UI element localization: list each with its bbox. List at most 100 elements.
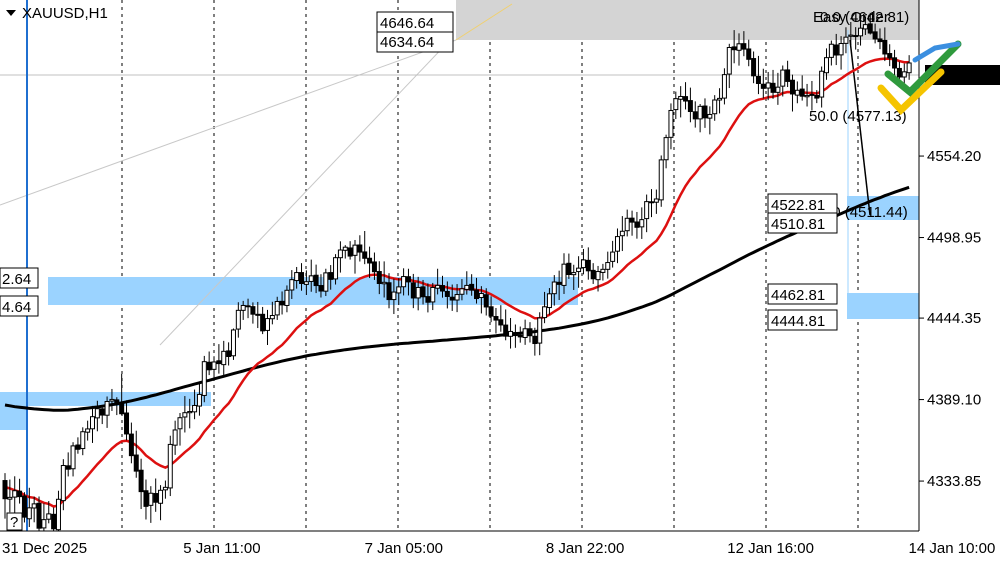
candle-body-bull [308,275,314,282]
candle-body-bull [819,70,825,98]
candle-body-bear [809,93,815,96]
fibo-ray[interactable] [159,39,451,346]
candle-body-bear [692,111,698,120]
price-axis[interactable] [919,0,1000,531]
candle [124,400,130,441]
candle-body-bear [687,100,693,113]
x-tick-label: 14 Jan 10:00 [909,540,996,557]
candle [99,406,105,425]
candle-body-bear [386,282,392,301]
candle-body-bull [624,217,630,232]
candle-body-bear [760,83,766,89]
fibo-ray-accent[interactable] [455,3,513,41]
candle-body-bull [230,329,236,357]
easy-order-label[interactable]: Easy Order [813,9,889,26]
candle-body-bull [848,34,854,37]
candle [303,270,309,295]
left-upper-box [0,267,39,289]
candle [673,91,679,120]
candle [731,30,737,64]
help-button[interactable] [6,512,23,531]
target-zone-mid[interactable] [847,196,919,220]
candle-body-bear [683,96,689,102]
dropdown-triangle-icon[interactable] [6,10,16,16]
candle [337,241,343,273]
candle [454,284,460,313]
candle [697,103,703,133]
candle-body-bull [658,159,664,201]
candle [138,458,144,510]
candle [328,265,334,290]
candle [566,253,572,279]
candle [726,43,732,89]
candle-body-bull [736,43,742,51]
low-lower-label: 4444.81 [771,313,825,330]
candle [333,254,339,285]
demand-zone-left-edge[interactable] [0,406,26,430]
candle [702,98,708,128]
candle-body-bull [303,281,309,285]
candle [70,442,76,477]
candle [7,479,13,513]
candle [158,485,164,521]
candle-body-bull [721,74,727,99]
candle [760,68,766,99]
candle [240,300,246,320]
candle [503,309,509,341]
candle [75,437,81,454]
candle [561,253,567,294]
candle-body-bear [133,454,139,472]
candle-body-bull [337,249,343,259]
candle-body-bull [595,271,601,281]
candle-body-bear [634,221,640,228]
fibo-ray[interactable] [0,39,457,206]
candle [799,75,805,101]
candle [610,240,616,268]
candle-body-bull [697,105,703,120]
candle-body-bear [362,251,368,259]
candle-body-bear [833,44,839,56]
candle [546,288,552,315]
candle-body-bull [323,272,329,292]
target-zone-low[interactable] [847,293,919,319]
candle [211,356,217,379]
candle [624,209,630,237]
candle [644,194,650,233]
candle-body-bear [814,94,820,99]
candle [785,60,791,88]
candle [678,86,684,118]
x-tick-label: 31 Dec 2025 [2,540,87,557]
candle-body-bear [75,444,81,450]
candle [162,480,168,499]
candle-body-bull [221,350,227,366]
candle [721,68,727,105]
candle-body-bull [148,492,154,506]
candle-body-bear [770,82,776,93]
candle-body-bear [439,285,445,292]
left-lower-label: 4.64 [2,299,31,316]
candle-body-bull [828,43,834,58]
candle-body-bull [901,71,907,78]
candle-body-bear [483,294,489,308]
candle-body-bear [527,328,533,337]
trend-line[interactable] [849,39,871,216]
candle-body-bear [299,272,305,284]
candle-body-bull [726,46,732,75]
candle [498,305,504,332]
candle [814,90,820,104]
candle [527,322,533,343]
candle-body-bear [250,306,256,315]
candle [235,302,241,338]
candle [600,263,606,281]
candle-body-bull [294,272,300,282]
supply-zone[interactable] [456,0,919,40]
candle [274,296,280,320]
candle [94,400,100,432]
candle [639,207,645,239]
time-axis[interactable] [0,531,1000,562]
candle [493,307,499,334]
candle [619,216,625,252]
candle-body-bear [493,316,499,321]
candle [483,288,489,316]
